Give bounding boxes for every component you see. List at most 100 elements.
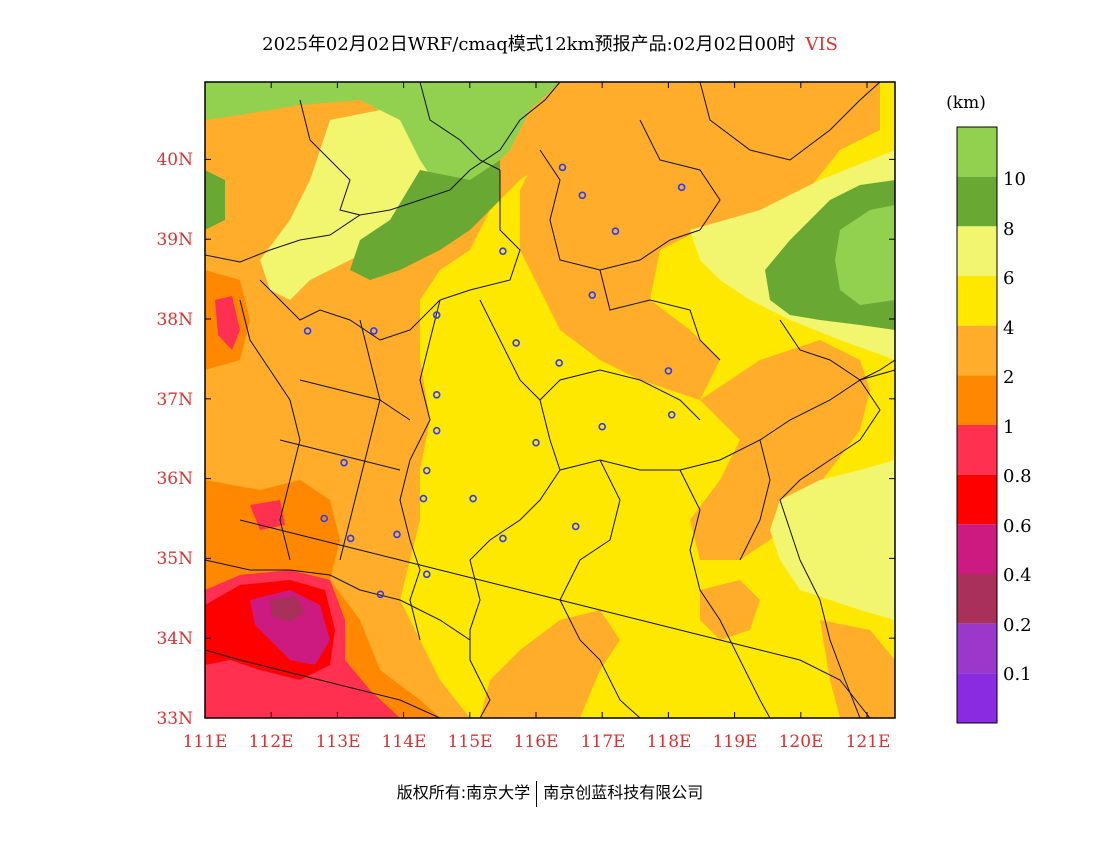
admin-boundaries (205, 82, 895, 718)
map-plot-area (205, 82, 895, 718)
field-0.2-0.4km-core (270, 596, 305, 622)
field-gt10km-sea (835, 205, 895, 305)
map-frame (204, 81, 896, 719)
station-marker (558, 163, 567, 172)
field-2-4km-southeast (700, 580, 760, 640)
colorbar-label: 8 (1003, 219, 1014, 240)
map-title: 2025年02月02日WRF/cmaq模式12km预报产品:02月02日00时 V… (0, 30, 1100, 56)
lon-tick-label: 115E (448, 732, 493, 752)
colorbar-frame (956, 126, 998, 724)
axis-ticks (204, 82, 895, 719)
copyright-left: 版权所有:南京大学 (396, 783, 531, 802)
field-2-4km-north (520, 82, 880, 400)
colorbar-label: 0.1 (1003, 664, 1032, 685)
colorbar-swatch (957, 375, 997, 425)
colorbar-label: 0.2 (1003, 615, 1032, 636)
station-marker (370, 327, 378, 335)
station-marker (499, 534, 507, 543)
field-gt10km-north (205, 82, 560, 190)
station-marker (571, 522, 580, 531)
lon-tick-label: 116E (514, 732, 559, 752)
station-marker (432, 391, 441, 399)
colorbar: (km) 10 8 6 4 2 1 0.8 0.6 0.4 0.2 0.1 (946, 93, 1032, 724)
station-marker (393, 530, 401, 539)
colorbar-label: 4 (1003, 318, 1014, 339)
field-2-4km-east (690, 340, 870, 560)
colorbar-label: 1 (1003, 417, 1014, 438)
lon-tick-label: 119E (713, 732, 758, 752)
station-marker (422, 466, 431, 475)
station-marker (303, 327, 312, 335)
station-marker (598, 422, 607, 431)
field-6-8km-northwest (260, 110, 440, 300)
lat-tick-label: 39N (156, 230, 193, 250)
field-2-4km-south (480, 610, 620, 718)
colorbar-swatch (957, 176, 997, 227)
lat-tick-label: 35N (156, 549, 193, 569)
field-8-10km-north (350, 160, 500, 280)
station-marker (611, 227, 620, 236)
lon-tick-label: 120E (779, 732, 824, 752)
lon-tick-label: 121E (846, 732, 891, 752)
colorbar-labels: 10 8 6 4 2 1 0.8 0.6 0.4 0.2 0.1 (1003, 169, 1032, 685)
station-marker (432, 426, 441, 435)
station-marker (432, 311, 441, 319)
field-8-10km-west (205, 170, 225, 230)
lat-tick-label: 37N (156, 390, 193, 410)
station-marker (376, 590, 385, 599)
colorbar-swatch (957, 127, 997, 177)
station-markers (303, 163, 686, 599)
station-marker (346, 534, 355, 543)
colorbar-swatch (957, 226, 997, 276)
station-marker (340, 458, 348, 467)
lat-tick-labels: 33N 34N 35N 36N 37N 38N 39N 40N (156, 150, 193, 729)
copyright-right: 南京创蓝科技有限公司 (543, 783, 704, 802)
colorbar-swatch (957, 524, 997, 574)
colorbar-swatch (957, 425, 997, 475)
lat-tick-label: 33N (156, 709, 193, 729)
colorbar-label: 0.4 (1003, 565, 1032, 586)
lon-tick-label: 117E (581, 732, 626, 752)
lon-tick-labels: 111E 112E 113E 114E 115E 116E 117E 118E … (183, 732, 891, 752)
colorbar-swatch (957, 325, 997, 376)
colorbar-swatch (957, 474, 997, 525)
station-marker (588, 291, 597, 299)
station-marker (664, 367, 673, 375)
station-marker (499, 247, 507, 255)
colorbar-swatches (957, 127, 997, 723)
lat-tick-label: 36N (156, 469, 193, 489)
station-marker (419, 494, 428, 503)
title-variable: VIS (805, 34, 838, 55)
lon-tick-label: 114E (382, 732, 427, 752)
colorbar-swatch (957, 276, 997, 326)
station-marker (469, 494, 477, 503)
lat-tick-label: 38N (156, 310, 193, 330)
lon-tick-label: 111E (183, 732, 228, 752)
colorbar-swatch (957, 623, 997, 674)
station-marker (578, 191, 587, 200)
station-marker (320, 514, 328, 523)
station-marker (555, 359, 563, 367)
field-0.4-0.6km-southwest (250, 590, 330, 665)
colorbar-unit: (km) (946, 93, 986, 113)
colorbar-swatch (957, 574, 997, 624)
field-2-4km-lower-east (820, 620, 895, 718)
lon-tick-label: 112E (249, 732, 294, 752)
colorbar-label: 10 (1003, 169, 1026, 190)
colorbar-label: 2 (1003, 367, 1014, 388)
field-0.8-1km-patch (250, 500, 285, 530)
station-marker (422, 570, 431, 579)
colorbar-swatch (957, 673, 997, 723)
station-marker (677, 183, 686, 192)
station-marker (512, 339, 520, 347)
field-6-8km-southeast (770, 460, 895, 620)
colorbar-label: 6 (1003, 268, 1014, 289)
copyright-footer: 版权所有:南京大学 南京创蓝科技有限公司 (0, 779, 1100, 807)
colorbar-label: 0.6 (1003, 516, 1032, 537)
lon-tick-label: 113E (316, 732, 361, 752)
field-0.8-1km-west (215, 296, 240, 350)
title-main: 2025年02月02日WRF/cmaq模式12km预报产品:02月02日00时 (262, 34, 796, 55)
lat-tick-label: 34N (156, 629, 193, 649)
station-marker (667, 410, 676, 419)
